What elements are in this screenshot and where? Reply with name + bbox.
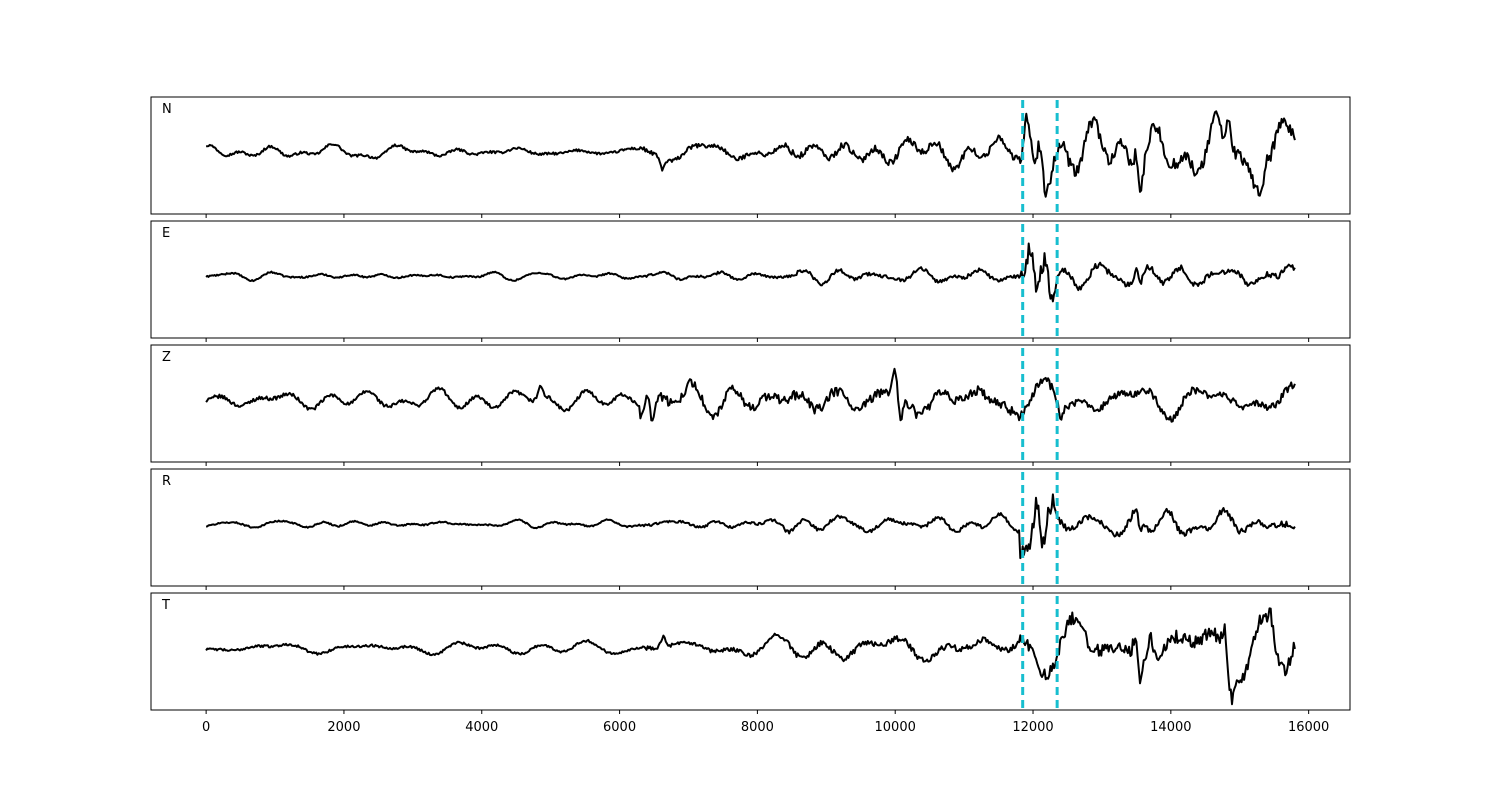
channel-label: R: [162, 474, 171, 489]
channel-label: N: [162, 102, 172, 117]
waveform-trace-z: [205, 367, 1296, 423]
x-tick-label: 14000: [1150, 720, 1191, 735]
waveform-trace-r: [205, 493, 1296, 560]
x-tick-label: 10000: [875, 720, 916, 735]
panel-frame: [150, 468, 1351, 587]
x-axis: 0 2000 4000 6000 8000 10000 12000 14000 16000: [202, 720, 1329, 735]
x-tick-label: 8000: [741, 720, 774, 735]
panel-frame: [150, 592, 1351, 711]
panel-e: E: [150, 220, 1351, 342]
x-tick-label: 12000: [1012, 720, 1053, 735]
waveform-trace-t: [205, 607, 1296, 706]
panel-r: R: [150, 468, 1351, 590]
x-tick-label: 4000: [465, 720, 498, 735]
panel-n: N: [150, 96, 1351, 218]
panel-t: T: [150, 592, 1351, 714]
x-tick-label: 16000: [1288, 720, 1329, 735]
x-tick-label: 0: [202, 720, 210, 735]
panel-frame: [150, 344, 1351, 463]
channel-label: Z: [162, 350, 171, 365]
panels-group: N E Z R T: [150, 96, 1351, 714]
channel-label: T: [161, 598, 170, 613]
waveform-trace-e: [205, 242, 1296, 303]
channel-label: E: [162, 226, 170, 241]
panel-frame: [150, 220, 1351, 339]
waveform-trace-n: [206, 110, 1296, 198]
panel-frame: [150, 96, 1351, 215]
panel-z: Z: [150, 344, 1351, 466]
x-tick-label: 2000: [327, 720, 360, 735]
x-tick-label: 6000: [603, 720, 636, 735]
